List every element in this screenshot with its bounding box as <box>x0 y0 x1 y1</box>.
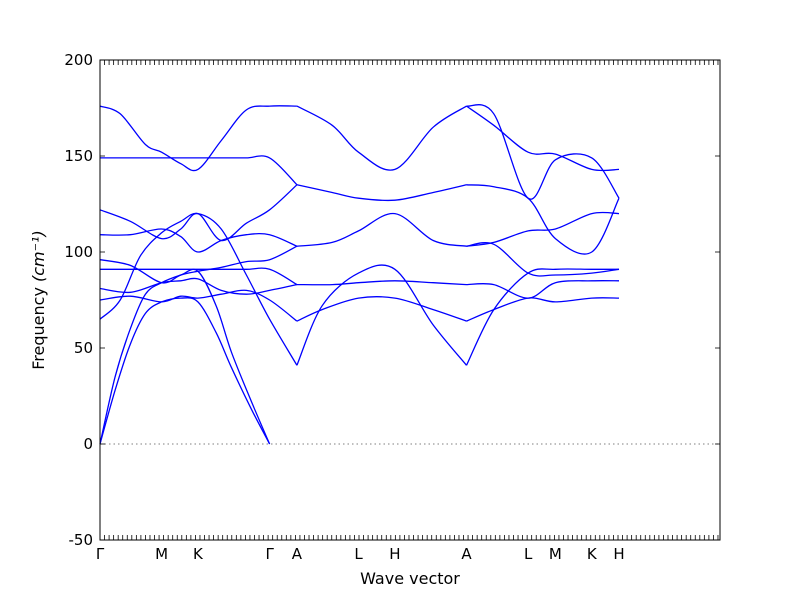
x-tick-label: A <box>292 545 303 563</box>
band-line <box>466 104 620 200</box>
band-line <box>100 267 298 286</box>
x-tick-label: K <box>193 545 204 563</box>
y-axis-unit: (cm⁻¹) <box>29 230 48 282</box>
x-tick-label: H <box>613 545 624 563</box>
x-tick-label: M <box>549 545 562 563</box>
y-axis-title-text: Frequency <box>29 287 48 370</box>
x-axis-title: Wave vector <box>360 569 460 588</box>
y-tick-label: 150 <box>64 147 93 165</box>
x-tick-label: A <box>461 545 472 563</box>
y-tick-label: 200 <box>64 51 93 69</box>
x-tick-label: L <box>524 545 533 563</box>
band-line <box>99 277 298 295</box>
band-line <box>296 280 467 286</box>
y-tick-label: 50 <box>74 339 93 357</box>
band-line <box>466 211 620 247</box>
y-tick-label: 0 <box>83 435 93 453</box>
band-line <box>99 228 298 253</box>
band-line <box>99 155 298 186</box>
x-tick-label: H <box>389 545 400 563</box>
x-tick-label: M <box>155 545 168 563</box>
band-line <box>466 184 620 255</box>
band-line <box>466 280 620 299</box>
y-tick-label: -50 <box>69 531 94 549</box>
x-tick-label: K <box>587 545 598 563</box>
band-line <box>99 105 297 172</box>
band-line <box>466 297 620 322</box>
band-line <box>99 184 298 242</box>
x-tick-label: Γ <box>96 545 105 563</box>
band-line <box>99 245 298 284</box>
band-line <box>465 268 619 366</box>
y-tick-label: 100 <box>64 243 93 261</box>
band-line <box>296 264 468 366</box>
band-line <box>296 212 467 247</box>
band-line <box>296 296 467 322</box>
y-axis: -50 0 50 100 150 200 <box>64 51 720 549</box>
bands-group <box>99 104 620 445</box>
band-line <box>466 105 620 172</box>
band-line <box>99 212 298 366</box>
band-line <box>296 184 467 202</box>
x-tick-label: Γ <box>265 545 274 563</box>
y-axis-title: Frequency (cm⁻¹) <box>29 230 48 369</box>
band-line <box>296 105 467 171</box>
band-line <box>99 289 298 322</box>
x-tick-label: L <box>354 545 363 563</box>
band-line <box>99 297 271 445</box>
plot-frame <box>99 59 721 541</box>
